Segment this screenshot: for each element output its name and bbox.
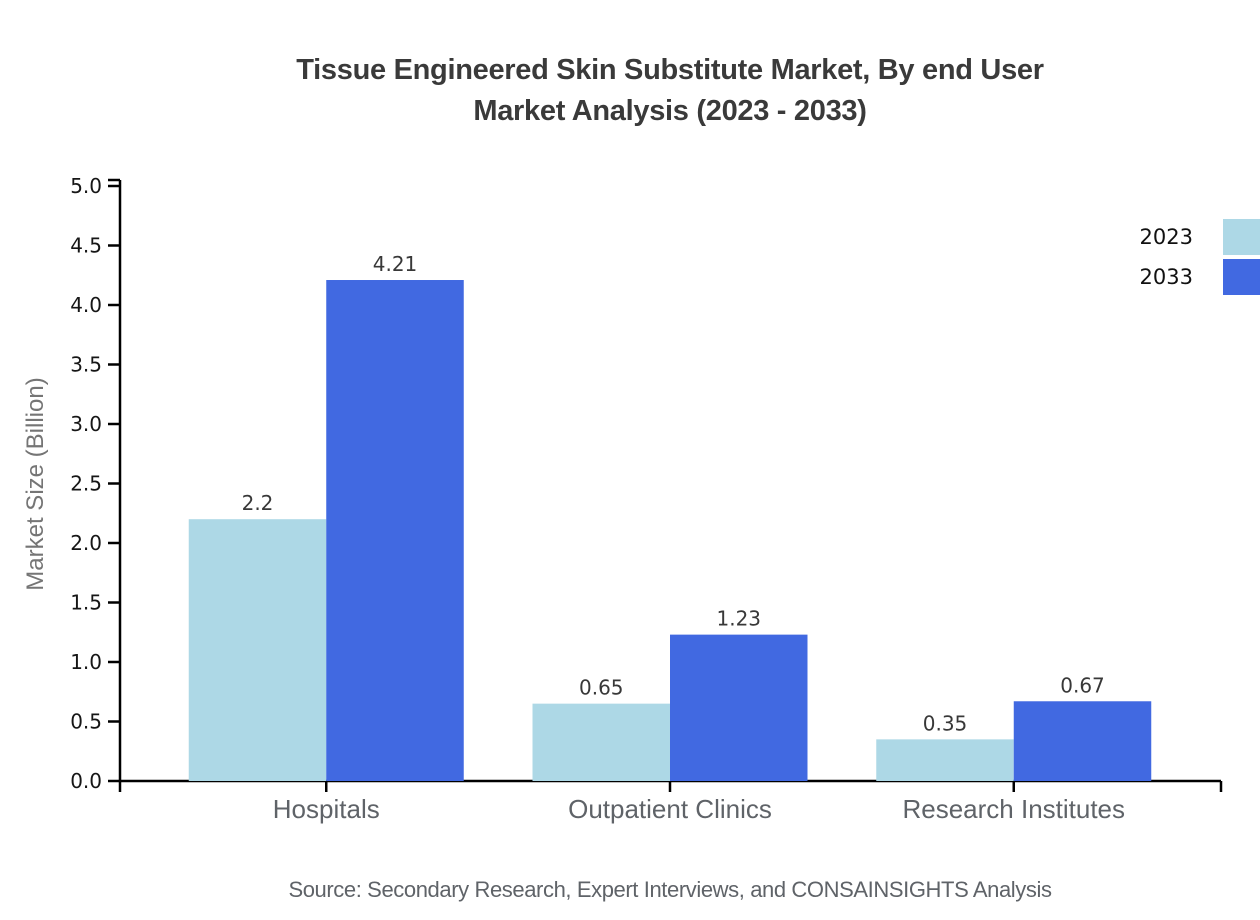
chart-title: Tissue Engineered Skin Substitute Market…: [120, 50, 1220, 132]
legend-swatch-2023: [1223, 219, 1260, 255]
y-axis-tick-label: 2.5: [70, 472, 102, 496]
chart-title-line1: Tissue Engineered Skin Substitute Market…: [296, 54, 1044, 86]
x-axis-category-label-research-institutes: Research Institutes: [902, 794, 1125, 824]
bar-2023-research-institutes: [876, 739, 1014, 781]
y-axis-tick-label: 3.0: [70, 412, 102, 436]
bar-2023-outpatient-clinics: [532, 703, 670, 781]
source-note: Source: Secondary Research, Expert Inter…: [288, 877, 1052, 902]
y-axis-tick-label: 1.0: [70, 650, 102, 674]
value-label-2033-hospitals: 4.21: [373, 252, 418, 276]
y-axis-tick-label: 4.0: [70, 293, 102, 317]
x-axis-category-label-outpatient-clinics: Outpatient Clinics: [568, 794, 772, 824]
legend-swatch-2033: [1223, 259, 1260, 295]
legend-item-2023: 2023: [1140, 219, 1260, 255]
value-label-2033-research-institutes: 0.67: [1060, 673, 1105, 697]
y-axis-tick-label: 1.5: [70, 591, 102, 615]
chart-title-line2: Market Analysis (2023 - 2033): [473, 95, 867, 127]
bar-2033-research-institutes: [1013, 701, 1152, 781]
legend: 2023 2033: [1140, 219, 1260, 299]
bar-2033-hospitals: [326, 280, 464, 781]
value-label-2023-outpatient-clinics: 0.65: [579, 676, 624, 700]
y-axis-tick-label: 2.0: [70, 531, 102, 555]
y-axis-tick-label: 0.5: [70, 710, 102, 734]
bar-2033-outpatient-clinics: [670, 634, 808, 781]
legend-item-2033: 2033: [1140, 259, 1260, 295]
value-label-2023-hospitals: 2.2: [242, 491, 274, 515]
x-axis-category-label-hospitals: Hospitals: [273, 794, 380, 824]
bar-2023-hospitals: [188, 519, 327, 781]
y-axis-tick-label: 0.0: [70, 769, 102, 793]
value-label-2023-research-institutes: 0.35: [923, 711, 968, 735]
value-label-2033-outpatient-clinics: 1.23: [716, 607, 761, 631]
y-axis-tick-label: 4.5: [70, 234, 102, 258]
y-axis-tick-label: 3.5: [70, 353, 102, 377]
legend-label-2023: 2023: [1139, 225, 1193, 249]
legend-label-2033: 2033: [1139, 265, 1193, 289]
y-axis-tick-label: 5.0: [70, 174, 102, 198]
